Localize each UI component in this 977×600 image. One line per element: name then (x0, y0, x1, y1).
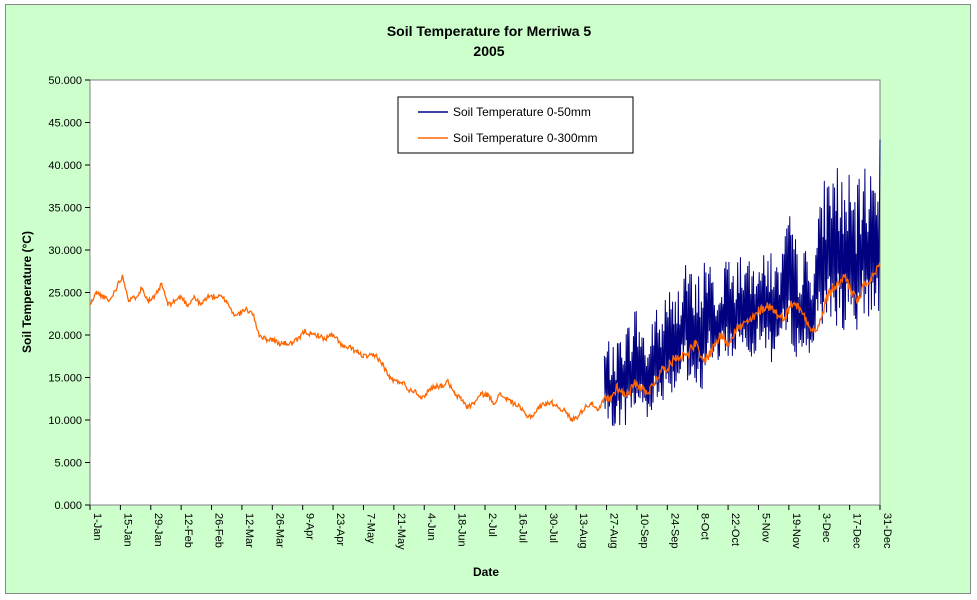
x-tick-label: 9-Apr (304, 513, 316, 540)
y-tick-label: 0.000 (54, 500, 82, 512)
y-tick-label: 50.000 (48, 75, 82, 87)
x-tick-label: 7-May (364, 513, 376, 544)
x-axis-title: Date (473, 565, 499, 579)
y-axis-title: Soil Temperature (°C) (20, 231, 34, 353)
x-tick-label: 15-Jan (121, 513, 133, 547)
x-tick-label: 16-Jul (516, 513, 528, 543)
y-tick-label: 20.000 (48, 330, 82, 342)
y-tick-label: 35.000 (48, 203, 82, 215)
x-tick-label: 8-Oct (699, 513, 711, 540)
y-tick-label: 25.000 (48, 288, 82, 300)
x-tick-label: 2-Jul (486, 513, 498, 537)
y-tick-label: 15.000 (48, 373, 82, 385)
legend: Soil Temperature 0-50mm Soil Temperature… (397, 96, 634, 154)
x-tick-label: 1-Jan (91, 513, 103, 541)
y-tick-label: 10.000 (48, 415, 82, 427)
x-tick-label: 29-Jan (152, 513, 164, 547)
chart-title: Soil Temperature for Merriwa 5 (387, 23, 592, 39)
legend-label-deep: Soil Temperature 0-300mm (453, 131, 598, 145)
y-tick-label: 45.000 (48, 118, 82, 130)
y-tick-label: 40.000 (48, 160, 82, 172)
x-tick-label: 19-Nov (790, 513, 802, 549)
x-tick-label: 30-Jul (547, 513, 559, 543)
y-tick-label: 30.000 (48, 245, 82, 257)
series-layer (89, 139, 881, 426)
y-tick-label: 5.000 (54, 458, 82, 470)
x-tick-label: 27-Aug (608, 513, 620, 548)
x-tick-label: 17-Dec (851, 513, 863, 549)
x-tick-label: 18-Jun (456, 513, 468, 547)
x-tick-label: 5-Nov (759, 513, 771, 543)
x-tick-label: 12-Mar (243, 513, 255, 548)
x-tick-label: 3-Dec (820, 513, 832, 543)
chart-subtitle: 2005 (473, 43, 504, 59)
x-tick-label: 22-Oct (729, 513, 741, 546)
x-tick-label: 26-Mar (273, 513, 285, 548)
series-line-soil-temp-0-50mm (603, 139, 881, 426)
x-tick-label: 13-Aug (577, 513, 589, 548)
x-tick-label: 4-Jun (425, 513, 437, 541)
series-line-soil-temp-0-300mm (89, 261, 881, 423)
x-tick-label: 21-May (395, 513, 407, 550)
legend-box (397, 96, 634, 154)
x-axis: 1-Jan 15-Jan 29-Jan 12-Feb 26-Feb 12-Mar 26-Ma… (89, 505, 893, 550)
y-axis: 0.000 5.000 10.000 15.000 20.000 25.000 30.000… (48, 75, 90, 512)
x-tick-label: 12-Feb (182, 513, 194, 548)
x-tick-label: 23-Apr (334, 513, 346, 546)
x-tick-label: 10-Sep (638, 513, 650, 548)
x-tick-label: 31-Dec (881, 513, 893, 549)
legend-label-surface: Soil Temperature 0-50mm (453, 105, 591, 119)
x-tick-label: 24-Sep (668, 513, 680, 548)
x-tick-label: 26-Feb (213, 513, 225, 548)
